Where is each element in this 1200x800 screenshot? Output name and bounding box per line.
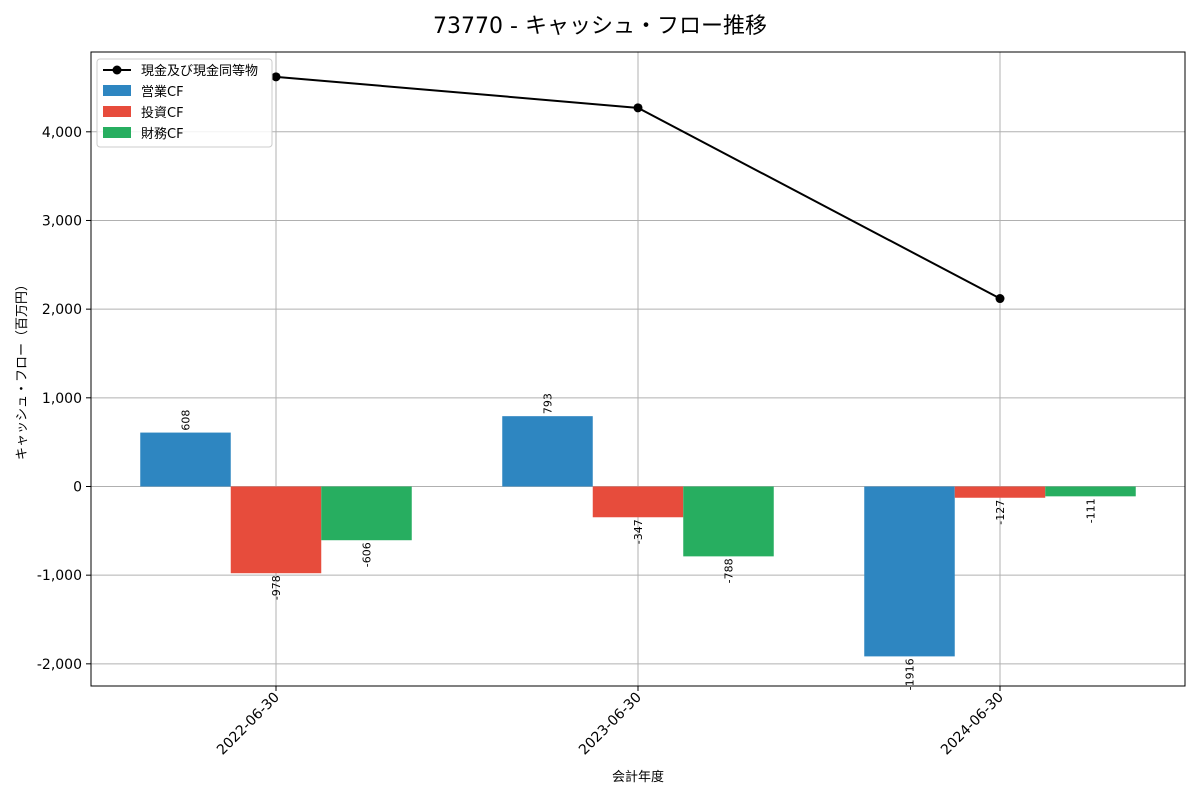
- cash-line-point: [633, 103, 643, 113]
- plot-frame: [90, 51, 1186, 687]
- bar-value-label: 608: [180, 410, 193, 431]
- x-tick-label: 2023-06-30: [576, 690, 645, 759]
- y-tick-label: 2,000: [42, 302, 82, 318]
- bar: [954, 486, 1046, 498]
- bar-value-label: -1916: [904, 658, 917, 690]
- bar: [683, 486, 774, 557]
- y-tick-label: 4,000: [42, 125, 82, 141]
- bar-value-label: -347: [632, 519, 645, 544]
- axes: -2,000 -1,000 0 1,000 2,000 3,000 4,000 2022-06…: [37, 51, 1186, 759]
- legend-box: [96, 58, 273, 148]
- x-tick-label: 2024-06-30: [938, 690, 1007, 759]
- bar-value-label: -606: [361, 542, 374, 567]
- bar-value-label: -788: [723, 558, 736, 583]
- chart-title: 73770 - キャッシュ・フロー推移: [433, 14, 767, 39]
- legend-swatch: [103, 127, 131, 138]
- bars: [140, 416, 1136, 657]
- bar: [592, 486, 684, 518]
- y-tick-label: -2,000: [37, 657, 82, 673]
- legend-swatch: [103, 85, 131, 96]
- legend-swatch: [103, 106, 131, 117]
- legend-label: 財務CF: [141, 127, 184, 142]
- bar: [1045, 486, 1136, 497]
- bar-value-label: -127: [994, 500, 1007, 525]
- bar: [140, 432, 231, 487]
- bar: [230, 486, 322, 574]
- cash-line: [271, 72, 1005, 304]
- legend-marker-swatch: [112, 65, 122, 75]
- y-tick-label: -1,000: [37, 568, 82, 584]
- y-axis-label: キャッシュ・フロー（百万円）: [15, 278, 30, 460]
- x-axis-label: 会計年度: [612, 769, 664, 785]
- bar-value-label: 793: [542, 393, 555, 414]
- cash-line-point: [271, 72, 281, 82]
- bar-value-label: -978: [270, 575, 283, 600]
- bar: [864, 486, 955, 657]
- cash-line-point: [995, 294, 1005, 304]
- bar: [502, 416, 593, 487]
- x-tick-label: 2022-06-30: [214, 690, 283, 759]
- bar-value-label: -111: [1085, 498, 1098, 523]
- legend-label: 投資CF: [141, 105, 184, 121]
- legend-label: 営業CF: [141, 84, 184, 100]
- bar: [321, 486, 412, 541]
- data-labels: 608 793 -1916 -978 -347 -127 -606 -788 -111: [180, 393, 1098, 690]
- legend-label: 現金及び現金同等物: [141, 63, 258, 79]
- y-tick-label: 0: [73, 479, 82, 495]
- y-tick-label: 3,000: [42, 213, 82, 229]
- y-tick-label: 1,000: [42, 391, 82, 407]
